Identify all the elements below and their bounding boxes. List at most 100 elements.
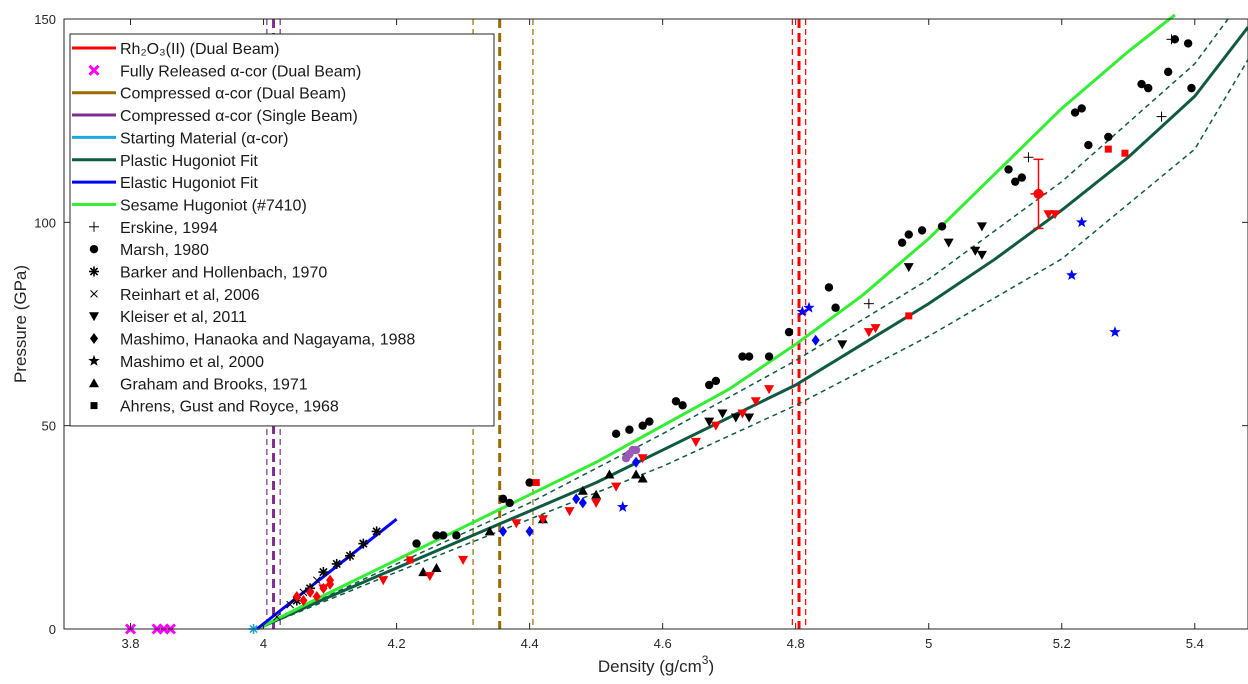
data-point bbox=[710, 421, 721, 431]
y-tick-label: 50 bbox=[42, 419, 56, 434]
data-point bbox=[863, 328, 874, 338]
legend-label: Mashimo et al, 2000 bbox=[120, 354, 264, 371]
data-point bbox=[299, 595, 308, 607]
data-point bbox=[717, 409, 728, 419]
y-tick-label: 150 bbox=[34, 12, 56, 27]
data-point bbox=[638, 421, 647, 430]
data-point bbox=[591, 489, 602, 499]
data-point bbox=[299, 588, 308, 597]
data-point bbox=[1070, 108, 1080, 117]
data-point bbox=[572, 493, 581, 505]
data-point bbox=[537, 515, 548, 525]
data-point bbox=[678, 401, 687, 410]
data-point bbox=[976, 222, 987, 232]
data-point bbox=[318, 567, 329, 578]
data-point bbox=[705, 380, 714, 390]
data-point bbox=[432, 531, 441, 540]
data-point bbox=[905, 312, 913, 320]
data-point bbox=[358, 538, 369, 549]
data-point bbox=[532, 479, 540, 487]
data-point bbox=[1010, 177, 1020, 186]
axis-ticks: 3.8 4 4.2 4.4 4.6 4.8 5 5.2 5.4 0 50 100 150 bbox=[34, 12, 1248, 651]
legend-symbol bbox=[89, 221, 99, 232]
legend-symbol bbox=[90, 402, 98, 410]
legend-label: Sesame Hugoniot (#7410) bbox=[120, 197, 307, 214]
data-point bbox=[671, 397, 681, 406]
data-point bbox=[1109, 326, 1121, 337]
data-point bbox=[452, 531, 461, 540]
data-point bbox=[744, 413, 755, 423]
data-point bbox=[617, 501, 629, 512]
data-point bbox=[371, 526, 382, 537]
legend-label: Fully Released α-cor (Dual Beam) bbox=[120, 63, 361, 80]
legend-label: Rh₂O₃(II) (Dual Beam) bbox=[120, 41, 279, 58]
data-point bbox=[312, 590, 321, 602]
data-point bbox=[326, 574, 335, 586]
data-point bbox=[764, 352, 774, 361]
rh2o3-point bbox=[1033, 188, 1044, 199]
data-point bbox=[737, 409, 748, 419]
data-point bbox=[1023, 152, 1034, 163]
data-point bbox=[711, 376, 721, 386]
legend: Rh₂O₃(II) (Dual Beam) Fully Released α-co… bbox=[69, 33, 495, 427]
data-point bbox=[1187, 83, 1196, 93]
legend-symbol bbox=[89, 266, 99, 277]
data-point bbox=[591, 498, 602, 508]
data-point bbox=[744, 352, 754, 361]
data-point bbox=[525, 525, 534, 537]
data-point bbox=[525, 478, 534, 487]
data-point bbox=[784, 327, 794, 337]
data-point bbox=[1050, 210, 1061, 220]
data-point bbox=[406, 556, 414, 564]
data-point bbox=[904, 230, 913, 239]
data-point bbox=[604, 469, 615, 479]
data-point bbox=[937, 222, 947, 231]
data-point bbox=[632, 456, 641, 468]
data-point bbox=[611, 482, 622, 492]
data-point bbox=[943, 238, 954, 248]
data-point bbox=[1017, 173, 1027, 182]
data-point bbox=[1004, 165, 1013, 174]
legend-label: Plastic Hugoniot Fit bbox=[120, 153, 258, 170]
data-point bbox=[837, 340, 848, 350]
data-point bbox=[286, 600, 295, 609]
y-tick-label: 0 bbox=[49, 622, 56, 637]
data-point bbox=[345, 550, 356, 561]
data-point bbox=[312, 576, 321, 585]
sesame-hugoniot bbox=[256, 13, 1176, 631]
data-point bbox=[803, 301, 815, 313]
data-point bbox=[897, 238, 907, 247]
elastic-hugoniot-fit bbox=[255, 518, 398, 631]
data-point bbox=[1163, 67, 1173, 77]
data-point bbox=[418, 567, 429, 577]
data-point bbox=[1170, 35, 1180, 44]
data-point bbox=[631, 445, 641, 455]
data-point bbox=[412, 539, 421, 548]
legend-label: Reinhart et al, 2006 bbox=[120, 287, 260, 304]
data-point bbox=[1075, 216, 1088, 228]
x-tick-label: 5 bbox=[925, 636, 932, 651]
legend-label: Starting Material (α-cor) bbox=[120, 130, 288, 147]
data-point bbox=[730, 413, 741, 423]
legend-box bbox=[69, 33, 495, 427]
data-point bbox=[750, 397, 761, 407]
data-point bbox=[484, 526, 495, 536]
data-point bbox=[458, 555, 469, 565]
legend-label: Mashimo, Hanaoka and Nagayama, 1988 bbox=[120, 332, 415, 349]
legend-label: Ahrens, Gust and Royce, 1968 bbox=[120, 399, 339, 416]
axes-box bbox=[63, 18, 1248, 630]
data-point bbox=[970, 246, 981, 256]
data-point bbox=[976, 250, 987, 260]
data-point bbox=[1137, 79, 1146, 89]
data-point bbox=[796, 305, 809, 317]
data-point bbox=[824, 283, 834, 292]
data-point bbox=[764, 385, 775, 395]
data-point bbox=[431, 563, 442, 572]
x-tick-label: 3.8 bbox=[121, 636, 139, 651]
x-tick-label: 4.2 bbox=[388, 636, 406, 651]
data-point bbox=[578, 497, 587, 509]
data-point bbox=[319, 582, 328, 594]
data-point bbox=[831, 303, 840, 312]
data-point bbox=[704, 417, 715, 427]
data-point bbox=[564, 507, 575, 517]
